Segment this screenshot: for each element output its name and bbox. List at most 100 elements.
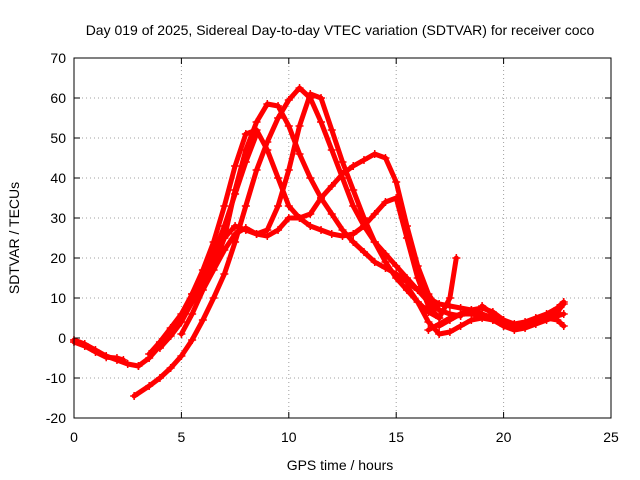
data-point: [370, 258, 379, 266]
data-point: [359, 214, 368, 222]
data-point: [252, 166, 261, 174]
data-point: [220, 270, 229, 278]
data-point: [295, 84, 304, 92]
data-point: [231, 162, 240, 170]
data-point: [231, 190, 240, 198]
plot-frame: [73, 57, 612, 419]
data-point: [166, 364, 175, 372]
data-point: [452, 254, 461, 262]
data-point: [413, 274, 422, 282]
data-point: [402, 282, 411, 290]
data-point: [284, 122, 293, 130]
data-point: [499, 320, 508, 328]
data-point: [241, 130, 250, 138]
y-tick-label: 60: [50, 90, 66, 106]
data-point: [209, 250, 218, 258]
x-axis: 0 5 10 15 20 25: [70, 58, 619, 445]
data-point: [155, 374, 164, 382]
data-point: [252, 230, 261, 238]
data-point: [134, 362, 143, 370]
series-track-4: [134, 100, 497, 370]
data-point: [145, 350, 154, 358]
data-point: [263, 146, 272, 154]
y-tick-label: 20: [50, 250, 66, 266]
y-tick-label: 30: [50, 210, 66, 226]
data-point: [317, 118, 326, 126]
x-tick-label: 0: [70, 429, 78, 445]
data-point: [327, 230, 336, 238]
data-point: [295, 122, 304, 130]
data-point: [381, 198, 390, 206]
data-point: [381, 258, 390, 266]
data-point: [102, 353, 111, 362]
data-point: [130, 392, 139, 400]
data-point: [359, 222, 368, 230]
series-track-8: [188, 130, 261, 298]
data-point: [188, 290, 197, 298]
data-point: [559, 322, 568, 330]
series-track-7: [177, 194, 461, 338]
data-point: [488, 310, 497, 318]
data-point: [456, 322, 465, 330]
data-point: [542, 314, 551, 322]
data-point: [424, 326, 433, 334]
data-point: [252, 118, 261, 126]
data-point: [478, 302, 487, 310]
x-tick-label: 10: [281, 429, 297, 445]
data-point: [370, 150, 379, 158]
data-point: [359, 156, 368, 164]
data-point: [209, 294, 218, 302]
y-axis-title: SDTVAR / TECUs: [6, 182, 22, 294]
data-point: [91, 348, 100, 356]
data-point: [349, 162, 358, 170]
data-point: [521, 322, 530, 330]
data-point: [80, 342, 89, 350]
y-tick-label: 0: [58, 330, 66, 346]
data-point: [445, 294, 454, 302]
data-point: [177, 352, 186, 360]
data-point: [435, 330, 444, 338]
data-point: [456, 310, 465, 318]
series-track-12: [478, 302, 568, 332]
series-track-1: [70, 336, 143, 370]
data-point: [241, 158, 250, 166]
data-point: [349, 230, 358, 238]
x-axis-title: GPS time / hours: [287, 457, 394, 473]
data-point: [177, 318, 186, 326]
data-point: [349, 186, 358, 194]
y-tick-label: -20: [46, 410, 66, 426]
data-point: [306, 174, 315, 182]
data-point: [327, 126, 336, 134]
data-point: [445, 316, 454, 324]
data-point: [241, 202, 250, 210]
data-point: [274, 102, 283, 110]
x-tick-label: 20: [496, 429, 512, 445]
data-point: [306, 210, 315, 218]
data-point: [559, 298, 568, 306]
y-tick-label: 10: [50, 290, 66, 306]
data-point: [392, 178, 401, 186]
data-point: [392, 274, 401, 282]
data-point: [338, 158, 347, 166]
data-point: [370, 210, 379, 218]
data-point: [553, 316, 562, 324]
data-point: [220, 202, 229, 210]
data-point: [349, 202, 358, 210]
data-point: [327, 210, 336, 218]
data-point: [306, 222, 315, 230]
data-point: [413, 298, 422, 306]
data-point: [478, 312, 487, 320]
data-point: [274, 226, 283, 234]
data-point: [338, 232, 347, 240]
data-point: [284, 96, 293, 104]
data-point: [188, 310, 197, 318]
series-layer: [70, 84, 568, 400]
data-point: [123, 360, 132, 368]
data-point: [295, 214, 304, 222]
data-point: [327, 182, 336, 190]
data-point: [467, 306, 476, 314]
data-point: [198, 316, 207, 324]
data-point: [559, 310, 568, 318]
data-point: [263, 232, 272, 240]
data-point: [349, 238, 358, 246]
